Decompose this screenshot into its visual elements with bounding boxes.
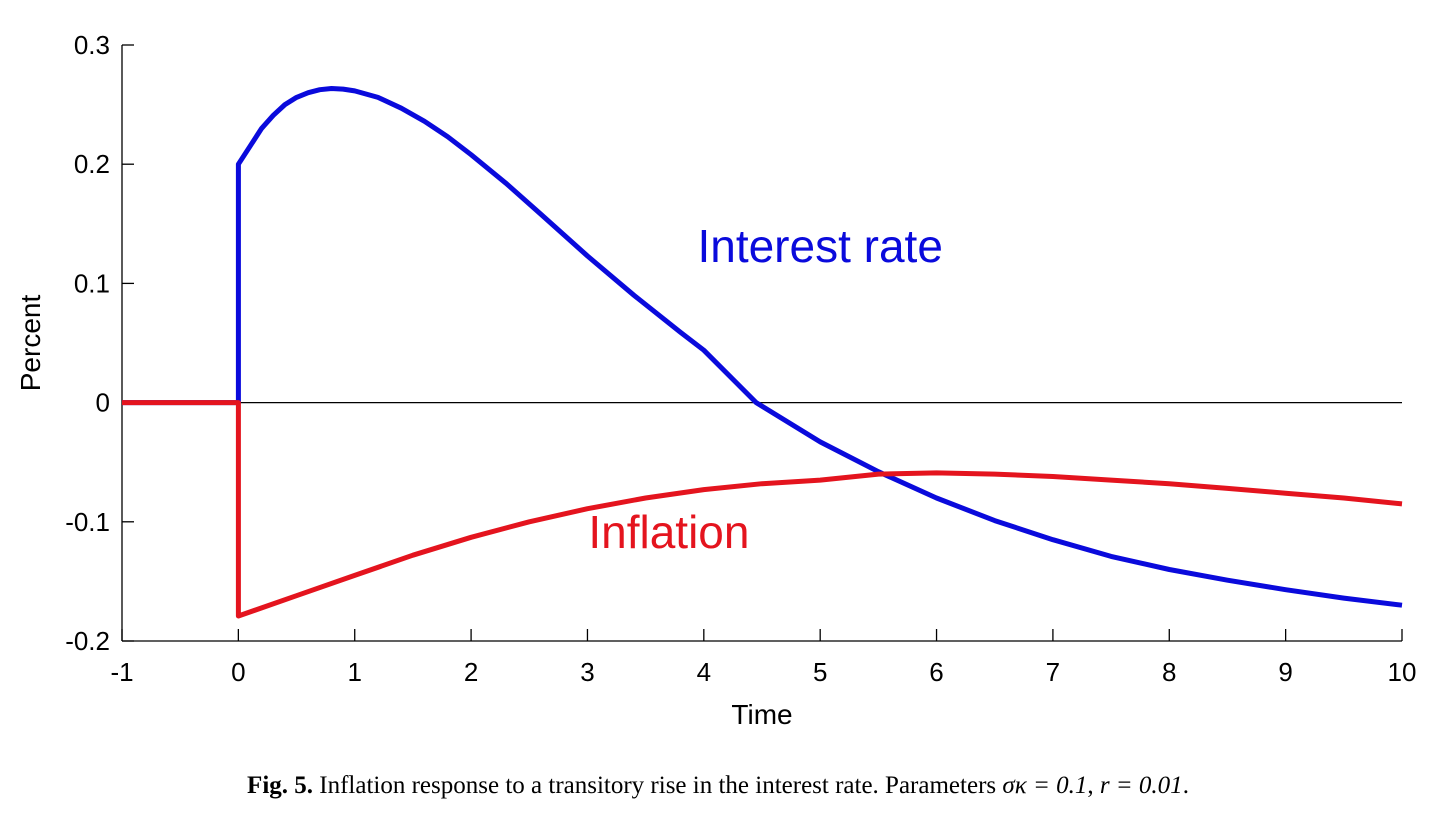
- series-line-interest-rate: [122, 86, 1403, 608]
- x-tick-label: 5: [813, 657, 827, 687]
- x-tick-label: 7: [1046, 657, 1060, 687]
- x-axis-title: Time: [731, 699, 792, 730]
- series-layer: [122, 86, 1403, 619]
- x-tick-label: 1: [347, 657, 361, 687]
- y-tick-label: 0.1: [74, 268, 110, 298]
- x-tick-label: 2: [464, 657, 478, 687]
- x-tick-label: -1: [110, 657, 133, 687]
- figure-caption: Fig. 5. Inflation response to a transito…: [0, 772, 1436, 800]
- y-tick-label: 0.3: [74, 30, 110, 60]
- y-tick-label: 0: [96, 388, 110, 418]
- caption-separator: ,: [1087, 772, 1100, 799]
- x-tick-label: 8: [1162, 657, 1176, 687]
- caption-param-2: r = 0.01: [1099, 772, 1183, 799]
- y-tick-label: -0.1: [65, 507, 110, 537]
- x-tick-label: 10: [1388, 657, 1417, 687]
- x-tick-label: 6: [929, 657, 943, 687]
- caption-label: Fig. 5.: [247, 772, 314, 799]
- caption-text: Inflation response to a transitory rise …: [313, 772, 1003, 799]
- chart: -0.2 -0.1 0 0.1 0.2 0.3 -1 0 1 2 3 4 5 6 7 8 9 10 Intere…: [15, 30, 1416, 730]
- x-tick-label: 0: [231, 657, 245, 687]
- x-tick-label: 9: [1278, 657, 1292, 687]
- y-tick-label: 0.2: [74, 149, 110, 179]
- series-line-inflation: [122, 400, 1403, 619]
- y-axis: -0.2 -0.1 0 0.1 0.2 0.3: [65, 30, 134, 656]
- y-tick-label: -0.2: [65, 626, 110, 656]
- annotation-layer: Interest rate Inflation: [588, 220, 943, 558]
- caption-end: .: [1182, 772, 1189, 799]
- y-axis-title: Percent: [15, 295, 46, 392]
- series-label-interest-rate: Interest rate: [697, 220, 942, 272]
- x-axis: -1 0 1 2 3 4 5 6 7 8 9 10: [110, 629, 1416, 687]
- x-tick-label: 3: [580, 657, 594, 687]
- series-label-inflation: Inflation: [588, 506, 749, 558]
- x-tick-label: 4: [697, 657, 711, 687]
- caption-param-1: σκ = 0.1: [1002, 772, 1088, 799]
